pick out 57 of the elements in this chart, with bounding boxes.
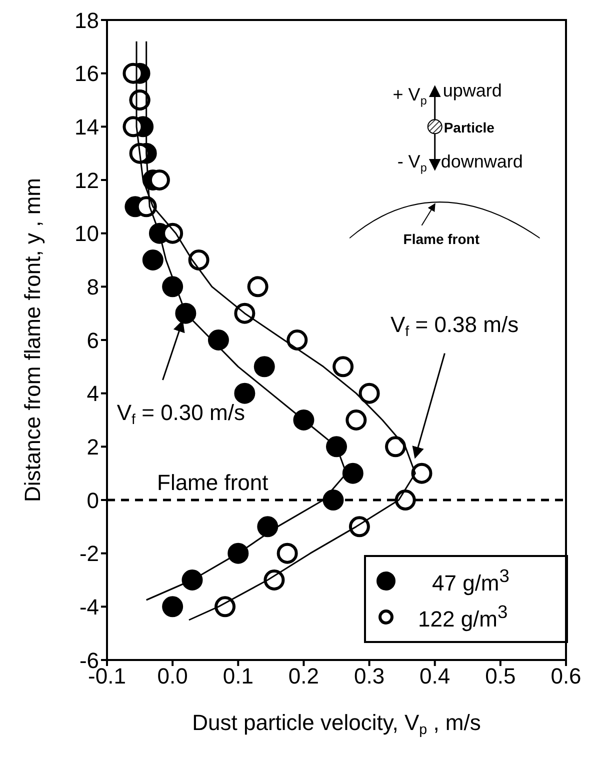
point bbox=[162, 276, 184, 298]
annotation: - V$_{p}$ bbox=[397, 151, 428, 174]
point bbox=[264, 570, 285, 590]
y-tick-label: 8 bbox=[86, 274, 99, 300]
point bbox=[332, 356, 354, 378]
y-tick-label: 12 bbox=[74, 168, 99, 193]
point bbox=[276, 542, 298, 564]
x-tick-label: 0.3 bbox=[354, 664, 385, 689]
annotation: Flame front bbox=[403, 231, 480, 247]
y-tick-label: 4 bbox=[86, 381, 99, 406]
y-tick-label: 18 bbox=[74, 8, 99, 33]
point bbox=[385, 436, 406, 458]
point bbox=[394, 490, 416, 510]
y-tick-label: 16 bbox=[74, 61, 99, 86]
x-tick-label: 0.6 bbox=[550, 664, 582, 689]
point bbox=[293, 410, 314, 430]
legend-label: 47 g/m$^{3}$ bbox=[432, 565, 510, 597]
y-tick-label: 0 bbox=[86, 488, 99, 513]
point bbox=[342, 462, 364, 484]
point bbox=[322, 490, 344, 510]
annotation: + V$_{p}$ bbox=[392, 84, 428, 108]
point bbox=[346, 410, 367, 430]
point bbox=[247, 276, 268, 298]
point bbox=[142, 250, 164, 270]
x-tick-label: 0.1 bbox=[222, 664, 254, 689]
x-tick-label: 0.4 bbox=[420, 664, 450, 689]
ref-line-label: Flame front bbox=[157, 470, 268, 495]
y-axis-title: Distance from flame front, y , mm bbox=[20, 178, 45, 502]
point bbox=[411, 462, 432, 484]
y-tick-label: 14 bbox=[74, 114, 99, 140]
x-tick-label: 0.0 bbox=[157, 664, 188, 689]
point bbox=[188, 250, 210, 270]
annotation: V$_{f}$ = 0.30 m/s bbox=[116, 400, 245, 428]
point bbox=[257, 516, 278, 538]
annotation: downward bbox=[440, 151, 523, 172]
x-tick-label: 0.5 bbox=[485, 664, 516, 689]
point bbox=[254, 356, 275, 378]
point bbox=[162, 596, 184, 618]
y-tick-label: -2 bbox=[79, 541, 99, 566]
x-axis-title: Dust particle velocity, V$_{p}$ , m/s bbox=[192, 710, 481, 738]
point bbox=[234, 382, 256, 404]
annotation: V$_{f}$ = 0.38 m/s bbox=[390, 312, 519, 340]
legend-label: 122 g/m$^{3}$ bbox=[418, 601, 508, 633]
point bbox=[326, 436, 347, 458]
annotation: Particle bbox=[444, 120, 495, 136]
x-tick-label: 0.2 bbox=[288, 664, 320, 689]
point bbox=[358, 382, 380, 404]
point bbox=[182, 570, 203, 590]
annotation: upward bbox=[442, 80, 502, 101]
y-tick-label: 2 bbox=[86, 434, 99, 460]
point bbox=[208, 330, 229, 350]
y-tick-label: -4 bbox=[79, 594, 99, 620]
point bbox=[175, 302, 196, 324]
y-tick-label: 10 bbox=[74, 221, 99, 246]
point bbox=[286, 330, 308, 350]
y-tick-label: 6 bbox=[86, 328, 99, 353]
point bbox=[228, 542, 249, 564]
